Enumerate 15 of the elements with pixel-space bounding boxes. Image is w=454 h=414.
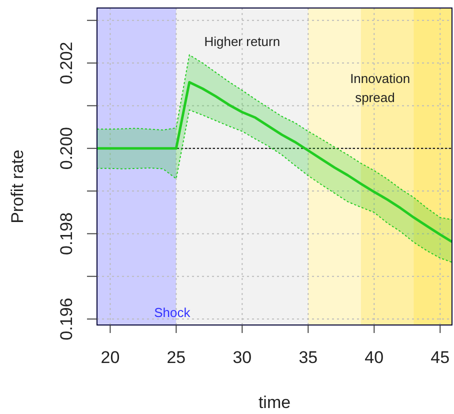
band-label: Shock — [154, 305, 191, 320]
x-tick-label: 20 — [100, 348, 120, 367]
band-label: Higher return — [204, 34, 280, 49]
x-tick-label: 45 — [430, 348, 450, 367]
y-tick-label: 0.196 — [57, 298, 76, 340]
x-tick-label: 40 — [364, 348, 384, 367]
band-label: Innovation spread — [350, 71, 410, 105]
x-tick-label: 30 — [232, 348, 252, 367]
y-tick-label: 0.198 — [57, 212, 76, 255]
x-tick-label: 35 — [298, 348, 318, 367]
y-axis-title: Profit rate — [8, 150, 27, 224]
y-tick-label: 0.202 — [57, 42, 76, 84]
x-axis-title: time — [258, 393, 291, 412]
y-tick-label: 0.200 — [57, 127, 76, 170]
x-tick-label: 25 — [166, 348, 186, 367]
